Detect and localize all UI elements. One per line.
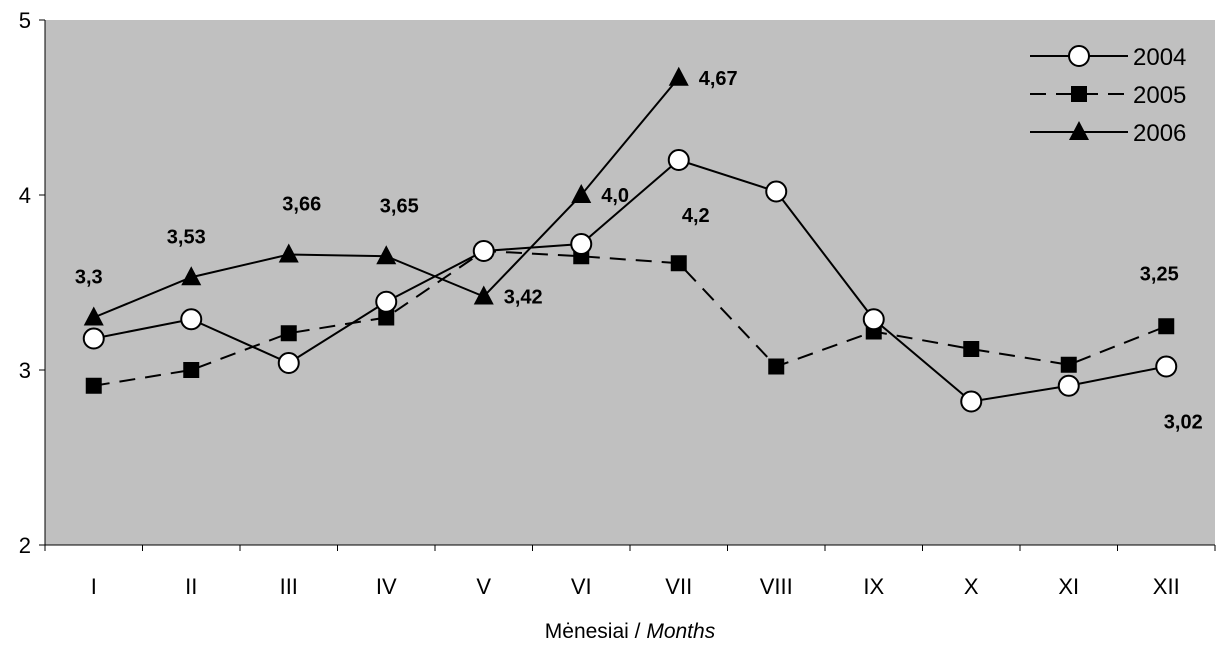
data-label-layer: 3,3 3,53 3,66 3,65 3,42 4,0 4,67 4,2 3,25 3,02 [75, 68, 1203, 434]
x-tick-label: V [476, 574, 491, 599]
data-point-2006 [278, 243, 299, 263]
data-point-2005 [85, 377, 102, 394]
data-point-2006 [83, 306, 104, 326]
legend-label: 2004 [1133, 44, 1186, 71]
x-tick-label: IX [863, 574, 884, 599]
legend-item-2006: 2006 [1030, 120, 1186, 147]
data-label: 4,67 [699, 68, 738, 90]
series-2006 [83, 66, 689, 326]
data-point-2005 [378, 309, 395, 326]
data-point-2006 [376, 245, 397, 265]
x-axis-title-italic: Months [646, 620, 715, 643]
data-point-2004 [82, 327, 105, 350]
data-point-2005 [1158, 318, 1175, 335]
data-point-2004 [277, 352, 300, 374]
x-tick-label: VI [571, 574, 592, 599]
x-tick-label: X [964, 574, 979, 599]
data-point-2005 [768, 358, 785, 375]
data-label: 3,25 [1140, 263, 1179, 285]
plot-area [45, 20, 1215, 545]
data-point-2004 [472, 240, 495, 262]
x-tick-label: IV [376, 574, 397, 599]
legend-label: 2005 [1133, 82, 1186, 109]
data-label: 3,53 [167, 226, 206, 248]
series-line-2005 [93, 249, 1167, 387]
x-axis-title: Mėnesiai / Months [545, 620, 716, 643]
legend-label: 2006 [1133, 120, 1186, 147]
y-tick-label: 5 [19, 8, 31, 33]
data-label: 3,42 [504, 287, 543, 309]
data-label: 3,65 [380, 195, 419, 217]
x-axis: I II III IV V VI VII VIII IX X XI XII [44, 544, 1216, 599]
legend-marker-2004 [1068, 45, 1090, 67]
x-tick-label: II [185, 574, 197, 599]
data-point-2005 [670, 255, 687, 272]
data-point-2005 [1060, 356, 1077, 373]
data-point-2004 [1057, 374, 1080, 397]
data-point-2004 [862, 308, 885, 331]
y-tick-label: 2 [19, 533, 31, 558]
x-tick-label: XII [1153, 574, 1180, 599]
legend-marker-2005 [1071, 86, 1087, 102]
data-label: 3,3 [75, 267, 103, 289]
x-tick-label: I [91, 574, 97, 599]
data-point-2006 [181, 266, 202, 286]
series-line-2004 [93, 158, 1167, 403]
data-point-2005 [963, 341, 980, 357]
legend: 2004 2005 2006 [1030, 44, 1186, 147]
legend-item-2005: 2005 [1030, 82, 1186, 109]
x-tick-label: VIII [760, 574, 793, 599]
legend-marker-2006 [1069, 121, 1089, 140]
data-point-2006 [571, 184, 592, 203]
x-axis-title-prefix: Mėnesiai / [545, 620, 647, 643]
legend-item-2004: 2004 [1030, 44, 1186, 71]
series-2004 [82, 149, 1178, 413]
x-tick-label: III [280, 574, 298, 599]
data-label: 4,0 [601, 185, 629, 207]
data-point-2004 [570, 233, 593, 255]
series-layer [82, 66, 1178, 413]
data-label: 3,66 [282, 194, 321, 216]
data-point-2004 [1155, 355, 1178, 378]
x-tick-label: XI [1058, 574, 1079, 599]
data-label: 3,02 [1164, 412, 1203, 434]
data-point-2004 [180, 308, 203, 331]
data-point-2004 [375, 290, 398, 313]
y-tick-label: 4 [19, 183, 31, 208]
data-point-2005 [280, 325, 297, 342]
data-point-2004 [667, 149, 690, 171]
data-point-2006 [668, 66, 689, 86]
y-tick-label: 3 [19, 358, 31, 383]
data-point-2004 [960, 390, 983, 413]
data-point-2004 [765, 180, 788, 203]
y-axis: 2 3 4 5 [19, 8, 46, 558]
data-point-2006 [473, 285, 494, 305]
x-tick-label: VII [665, 574, 692, 599]
data-point-2005 [183, 362, 200, 378]
data-label: 4,2 [682, 205, 710, 227]
